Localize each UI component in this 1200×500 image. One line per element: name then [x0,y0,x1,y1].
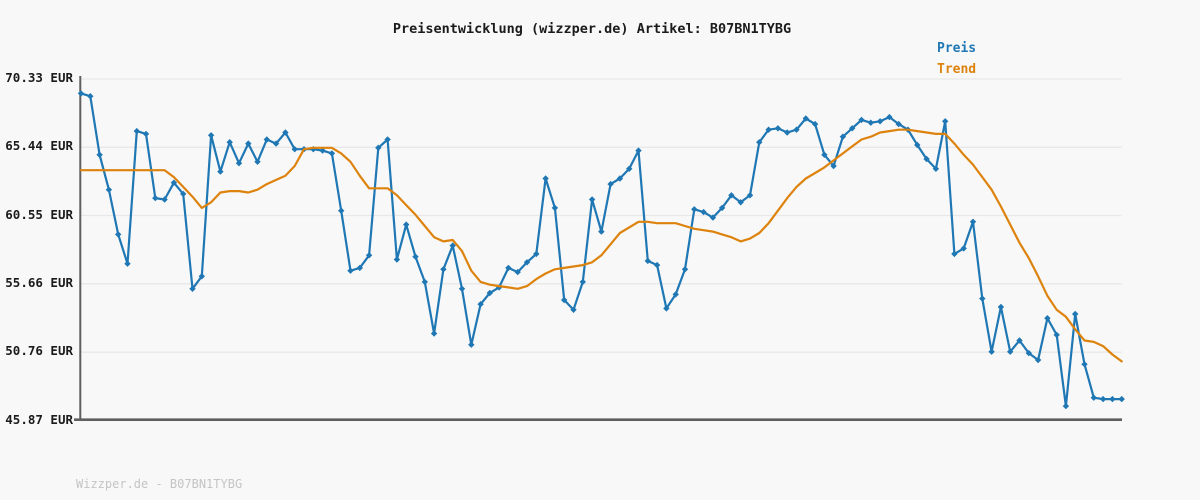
trend-line [79,128,1123,363]
y-axis-tick-label: 70.33 EUR [5,70,73,85]
y-axis-tick-label: 55.66 EUR [5,275,73,290]
y-axis-tick-label: 50.76 EUR [5,343,73,358]
y-axis-tick-label: 45.87 EUR [5,412,73,427]
legend-item-trend: Trend [937,62,977,77]
price-markers [77,90,1125,410]
chart-legend: Preis Trend [937,38,976,80]
y-axis-tick-label: 65.44 EUR [5,138,73,153]
page-title: Preisentwicklung (wizzper.de) Artikel: B… [392,21,792,37]
legend-item-preis: Preis [937,41,977,56]
watermark: Wizzper.de - B07BN1TYBG [76,477,243,491]
price-line [79,92,1123,408]
y-axis-tick-label: 60.55 EUR [5,207,73,222]
